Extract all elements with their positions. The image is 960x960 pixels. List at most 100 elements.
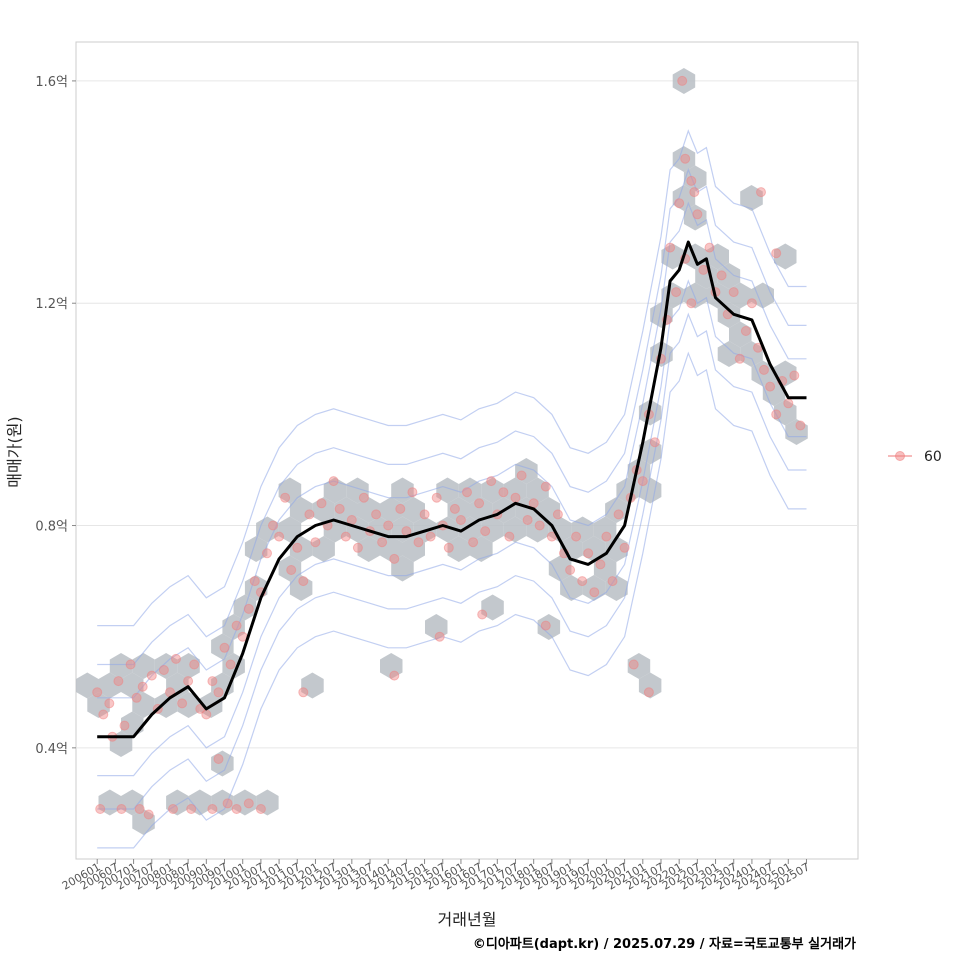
- legend: 60: [888, 449, 942, 465]
- data-point: [177, 698, 188, 709]
- data-point: [704, 242, 715, 253]
- data-point: [583, 548, 594, 559]
- density-contour: [97, 351, 807, 849]
- hex-bin: [571, 516, 594, 543]
- data-point: [480, 526, 491, 537]
- data-point: [628, 659, 639, 670]
- hex-bin: [740, 341, 763, 367]
- data-point: [131, 692, 142, 703]
- data-point: [756, 187, 766, 198]
- legend-point: [895, 451, 905, 461]
- hex-bin: [548, 516, 572, 543]
- caption: ©디아파트(dapt.kr) / 2025.07.29 / 자료=국토교통부 실…: [473, 936, 856, 952]
- data-point: [104, 698, 115, 709]
- hex-bin: [774, 399, 797, 426]
- data-point: [225, 659, 236, 670]
- data-point: [383, 520, 394, 531]
- data-point: [698, 264, 709, 275]
- data-point: [407, 487, 418, 498]
- data-point: [443, 542, 454, 553]
- hex-bin: [729, 282, 752, 309]
- data-point: [671, 287, 682, 298]
- trend-line: [97, 240, 807, 739]
- data-point: [219, 642, 230, 653]
- data-point: [168, 804, 178, 814]
- data-point: [304, 509, 315, 520]
- data-point: [728, 287, 739, 298]
- data-point: [334, 503, 345, 514]
- data-point: [643, 687, 654, 698]
- data-point: [158, 665, 169, 675]
- data-point: [255, 804, 266, 814]
- density-contour: [97, 168, 807, 666]
- data-point: [716, 270, 727, 281]
- hex-bin: [289, 497, 313, 523]
- hex-bin: [346, 516, 369, 543]
- hex-bin: [481, 516, 504, 543]
- data-point: [298, 687, 309, 698]
- plot-panel: [75, 41, 859, 860]
- hex-bin: [109, 653, 133, 679]
- data-point: [692, 209, 703, 220]
- hex-bin: [211, 633, 234, 660]
- data-point: [98, 709, 109, 720]
- data-point: [783, 398, 794, 409]
- data-point: [207, 676, 218, 687]
- hex-bin: [380, 497, 403, 523]
- data-point: [565, 565, 576, 575]
- data-point: [92, 687, 103, 698]
- data-point: [789, 370, 800, 381]
- y-tick-label: 0.4억: [35, 742, 68, 757]
- data-point: [213, 687, 224, 698]
- hex-bin: [312, 536, 335, 562]
- data-point: [434, 631, 445, 642]
- legend-label: 60: [924, 449, 942, 465]
- hex-bin: [582, 536, 606, 562]
- y-tick-label: 1.2억: [35, 297, 68, 312]
- data-point: [358, 492, 369, 503]
- data-point: [619, 542, 630, 553]
- hex-bin: [166, 672, 189, 699]
- hex-bin: [740, 185, 763, 211]
- hex-bin: [402, 497, 425, 523]
- data-point: [689, 187, 700, 198]
- data-point: [534, 520, 545, 531]
- hex-bin: [683, 282, 707, 309]
- data-point: [201, 709, 212, 720]
- data-point: [222, 798, 233, 809]
- hex-bin: [211, 750, 234, 777]
- data-point: [243, 798, 254, 809]
- data-point: [431, 492, 442, 503]
- data-point: [292, 542, 303, 553]
- data-point: [665, 242, 676, 253]
- data-point: [231, 620, 242, 631]
- data-point: [765, 381, 776, 392]
- data-point: [146, 670, 157, 681]
- data-point: [231, 804, 242, 814]
- data-point: [286, 565, 297, 575]
- data-point: [310, 537, 321, 548]
- hex-bin: [751, 360, 774, 387]
- hex-bin: [717, 302, 741, 328]
- hex-bin: [447, 536, 470, 562]
- density-contour: [97, 129, 807, 627]
- hex-bin: [334, 497, 358, 523]
- data-point: [759, 364, 769, 375]
- hex-bin: [605, 536, 628, 562]
- hex-bin: [436, 477, 459, 504]
- hex-bin: [560, 575, 583, 601]
- hex-bin: [177, 653, 200, 679]
- data-point: [328, 476, 339, 487]
- hex-bin: [256, 789, 279, 816]
- hex-bin: [503, 477, 527, 504]
- data-point: [377, 537, 388, 548]
- data-point: [95, 804, 106, 814]
- data-point: [552, 509, 563, 520]
- data-point: [262, 548, 272, 559]
- density-contour: [97, 312, 807, 810]
- data-point: [243, 603, 254, 614]
- data-point: [504, 531, 515, 542]
- hex-bin: [470, 536, 493, 562]
- hex-bin: [402, 536, 425, 562]
